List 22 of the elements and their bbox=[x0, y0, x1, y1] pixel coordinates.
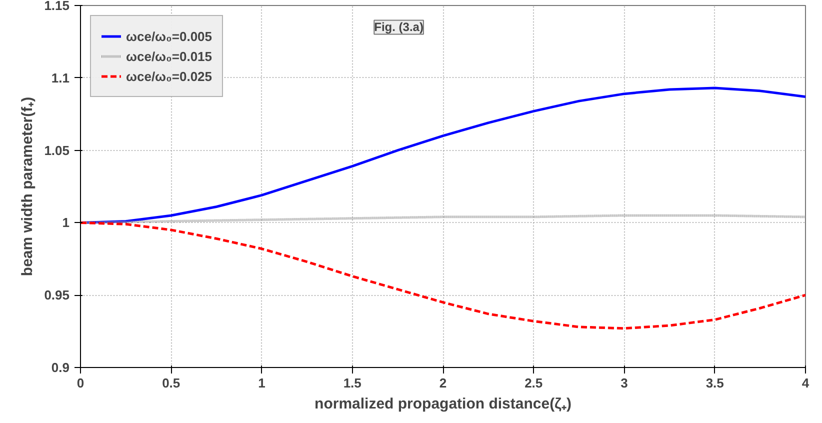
y-tick-label: 1.05 bbox=[44, 142, 70, 158]
x-tick-label: 2.5 bbox=[524, 376, 543, 390]
x-tick-label: 3.5 bbox=[706, 376, 724, 390]
x-tick-label: 4 bbox=[802, 376, 810, 390]
line-series bbox=[80, 221, 806, 330]
x-tick-label: 3 bbox=[620, 376, 628, 390]
x-axis-title: normalized propagation distance(ζ₊) bbox=[314, 396, 572, 412]
x-tick-label: 1.5 bbox=[343, 376, 362, 390]
y-tick-label: 1.1 bbox=[51, 70, 70, 86]
y-tick-label: 0.95 bbox=[44, 288, 70, 303]
annotation: Fig. (3.a) bbox=[374, 20, 424, 34]
legend-label: ωce/ω₀=0.005 bbox=[126, 28, 212, 44]
legend-label: ωce/ω₀=0.025 bbox=[126, 68, 212, 84]
x-tick-label: 0.5 bbox=[162, 376, 180, 390]
y-tick-label: 0.9 bbox=[51, 360, 70, 375]
y-axis-title: beam width parameter(f₊) bbox=[19, 96, 36, 276]
x-tick-label: 2 bbox=[439, 376, 447, 390]
legend-label: ωce/ω₀=0.015 bbox=[126, 48, 212, 64]
x-tick-label: 1 bbox=[258, 376, 266, 390]
y-tick-label: 1.15 bbox=[44, 0, 70, 13]
y-tick-label: 1 bbox=[62, 215, 70, 230]
x-tick-label: 0 bbox=[76, 376, 84, 390]
